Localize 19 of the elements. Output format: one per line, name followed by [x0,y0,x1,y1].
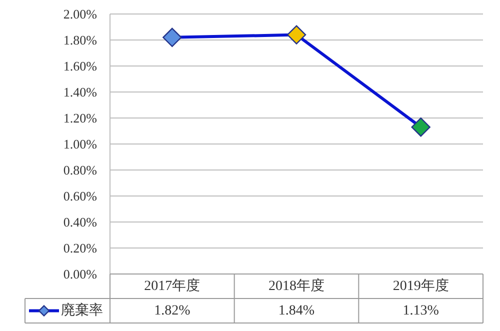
data-label: 1.82% [154,303,191,318]
x-tick-label: 2017年度 [144,278,200,294]
data-label: 1.84% [278,303,315,318]
y-tick-label: 0.80% [63,162,98,178]
y-tick-label: 0.40% [63,214,98,230]
y-tick-label: 1.40% [63,84,98,100]
x-tick-label: 2018年度 [268,278,324,294]
y-tick-label: 1.60% [63,58,98,74]
data-label: 1.13% [402,303,440,318]
y-tick-label: 1.80% [63,32,98,48]
y-tick-label: 0.00% [63,266,98,282]
y-tick-label: 0.20% [63,240,98,256]
y-tick-label: 1.20% [63,110,98,126]
legend-label: 廃棄率 [61,302,103,318]
y-tick-label: 0.60% [63,188,98,204]
x-tick-label: 2019年度 [392,278,449,294]
legend: 廃棄率 [29,303,103,318]
y-tick-label: 2.00% [63,6,98,22]
y-tick-label: 1.00% [63,136,98,152]
